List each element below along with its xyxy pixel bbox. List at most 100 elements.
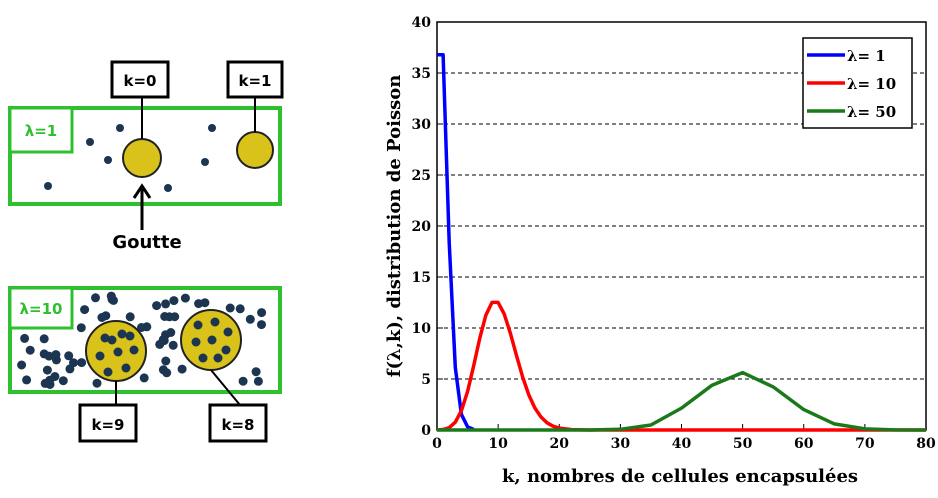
channel [8,286,282,394]
cell [257,320,266,330]
cell [253,376,263,386]
cell [121,363,131,373]
k-label: k=1 [239,72,272,90]
cell [257,308,267,318]
x-tick-label: 80 [916,436,936,452]
cell [44,351,54,361]
cell [80,305,90,315]
cell [194,299,204,309]
label-box [110,60,170,99]
cell [86,138,94,146]
y-tick-label: 0 [421,423,431,439]
k-label: k=0 [124,72,157,90]
cell [106,291,116,301]
cell [225,303,235,313]
cell [107,335,117,345]
cell [177,364,187,374]
droplet [236,131,274,169]
cell [210,317,220,327]
series-line [436,300,926,432]
cell [152,301,162,311]
series-line [437,370,927,432]
lambda-box [8,286,74,330]
y-tick-label: 30 [412,117,432,133]
cell [50,372,60,381]
label-box [226,60,284,99]
cell [125,312,135,322]
arrow [132,183,152,230]
cell [42,365,52,375]
x-tick-label: 70 [855,436,875,452]
cell [235,304,245,314]
cell [39,334,49,344]
cell [129,345,139,355]
cell [161,299,171,309]
cell [168,340,178,350]
channel [8,106,282,206]
y-tick-label: 35 [412,66,431,82]
cell [64,351,74,361]
series-line [437,52,475,432]
cell [103,367,113,377]
cell [91,293,100,303]
cell [17,360,27,370]
label-box [78,403,138,443]
cell [164,312,174,322]
cell [191,337,201,347]
cell [166,328,176,337]
cell [238,376,248,386]
cell [101,311,111,321]
cell [164,184,172,192]
x-tick-label: 0 [432,436,442,452]
cell [58,376,68,386]
cells [17,124,267,389]
encapsulated-cells [95,317,233,377]
lambda-box [8,106,74,154]
legend-label: λ= 10 [847,75,896,93]
cell [161,356,171,366]
x-tick-label: 20 [550,436,570,452]
cell [77,358,87,368]
x-tick-label: 60 [794,436,814,452]
cell [116,124,124,132]
droplet-diagram: λ=1 λ=10 k=0 k=1 k=9 k=8 Goutte [8,60,284,443]
y-tick-label: 15 [412,270,431,286]
cell [20,333,30,343]
x-tick-label: 50 [733,436,753,452]
legend-label: λ= 50 [847,103,896,121]
y-tick-label: 5 [421,372,431,388]
cell [201,158,209,166]
cell [76,323,86,333]
cell [251,367,261,377]
x-tick-label: 10 [488,436,508,452]
cell [137,323,146,332]
cell [22,375,32,385]
cell [221,345,231,355]
x-tick-label: 40 [672,436,692,452]
cell [180,293,190,303]
cell [208,124,216,132]
cell [95,351,105,361]
y-tick-label: 20 [412,219,432,235]
cell [207,335,217,345]
cell [162,368,172,378]
cell [193,320,203,330]
droplet-label: Goutte [112,232,181,253]
cell [213,353,223,363]
cell [45,380,55,389]
cell [44,182,52,190]
y-tick-label: 25 [412,168,431,184]
lambda-label: λ=1 [25,122,58,140]
x-tick-label: 30 [611,436,631,452]
cell [92,378,102,388]
y-tick-label: 40 [412,15,432,31]
k-label: k=8 [222,416,255,434]
droplet [122,138,162,178]
cell [69,358,78,368]
cell [51,350,61,360]
cell [125,331,135,341]
x-axis-label: k, nombres de cellules encapsulées [502,466,858,487]
cell [223,327,233,337]
